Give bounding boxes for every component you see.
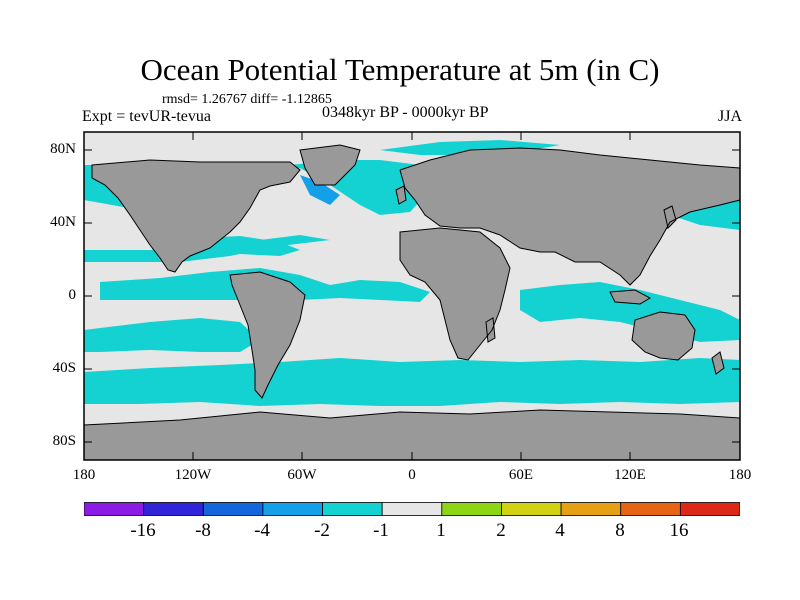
lat-label-80n: 80N — [50, 141, 76, 157]
australia — [632, 312, 695, 360]
colorbar-swatch-8 — [560, 502, 622, 516]
lat-label-80s: 80S — [52, 433, 76, 449]
lat-label-0: 0 — [68, 287, 77, 303]
lat-label-40s: 40S — [52, 360, 76, 376]
colorbar-label-minus8: -8 — [195, 520, 211, 541]
colorbar-label-2: 2 — [496, 520, 506, 541]
colorbar-label-4: 4 — [555, 520, 565, 541]
stats-text: rmsd= 1.26767 diff= -1.12865 — [162, 92, 332, 107]
colorbar-swatch-6 — [441, 502, 502, 516]
map-title: Ocean Potential Temperature at 5m (in C) — [140, 52, 660, 87]
madagascar — [486, 318, 495, 342]
colorbar-label-minus16: -16 — [130, 520, 156, 541]
lon-label-180w: 180 — [72, 467, 96, 483]
lon-label-0: 0 — [408, 467, 416, 483]
lon-label-180e: 180 — [728, 467, 752, 483]
lon-label-60e: 60E — [508, 467, 534, 483]
colorbar-label-minus1: -1 — [373, 520, 389, 541]
coastlines — [83, 144, 741, 426]
antarctica — [84, 410, 740, 460]
lon-label-120e: 120E — [614, 467, 646, 483]
colorbar-label-8: 8 — [615, 520, 625, 541]
experiment-label: Expt = tevUR-tevua — [82, 108, 211, 125]
lon-label-60w: 60W — [287, 467, 317, 483]
colorbar-label-minus2: -2 — [314, 520, 330, 541]
colorbar-swatch-7 — [501, 502, 562, 516]
season-label: JJA — [717, 108, 742, 125]
colorbar-swatch-0 — [84, 502, 145, 516]
lon-label-120w: 120W — [174, 467, 212, 483]
south-america — [230, 272, 305, 398]
colorbar-swatch-1 — [143, 502, 204, 516]
colorbar-label-1: 1 — [436, 520, 446, 541]
axis-ticks — [83, 132, 741, 460]
colorbar-label-minus4: -4 — [254, 520, 270, 541]
colorbar — [84, 502, 740, 516]
africa — [400, 228, 510, 360]
lat-label-40n: 40N — [50, 214, 76, 230]
colorbar-label-16: 16 — [669, 520, 689, 541]
colorbar-swatch-4 — [322, 502, 383, 516]
indonesia — [610, 290, 650, 304]
colorbar-swatch-3 — [262, 502, 323, 516]
north-america — [92, 160, 300, 272]
land-masses — [84, 145, 740, 460]
eurasia — [400, 148, 740, 285]
colorbar-swatch-5 — [381, 502, 443, 516]
colorbar-swatch-9 — [620, 502, 681, 516]
colorbar-swatch-10 — [679, 502, 740, 516]
colorbar-swatch-2 — [202, 502, 264, 516]
period-label: 0348kyr BP - 0000kyr BP — [322, 104, 489, 121]
